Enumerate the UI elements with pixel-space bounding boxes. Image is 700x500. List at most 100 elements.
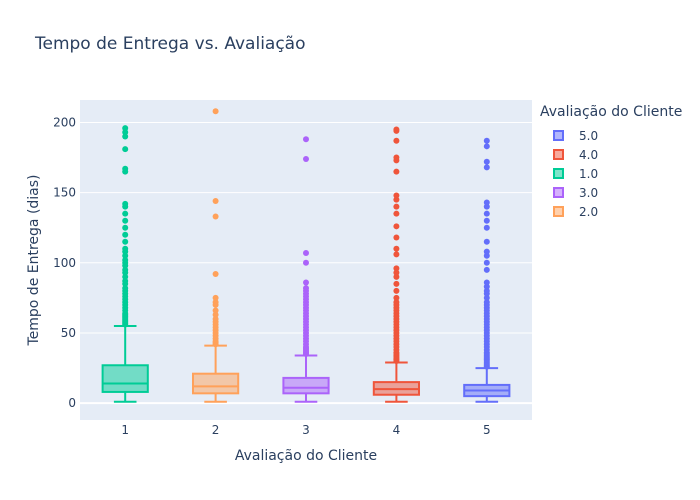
outlier-point [483, 266, 490, 273]
outlier-point [122, 200, 129, 207]
legend-item[interactable]: 3.0 [540, 183, 682, 202]
outlier-point [393, 299, 400, 306]
legend-swatch [553, 149, 564, 160]
outlier-point [393, 287, 400, 294]
legend-item[interactable]: 1.0 [540, 164, 682, 183]
outlier-point [393, 210, 400, 217]
outlier-point [122, 133, 129, 140]
legend-item[interactable]: 5.0 [540, 126, 682, 145]
box-series-5 [463, 137, 511, 403]
outlier-point [393, 280, 400, 287]
outlier-point [483, 248, 490, 255]
x-tick-label: 5 [483, 423, 491, 437]
outlier-point [393, 203, 400, 210]
outlier-point [212, 213, 219, 220]
outlier-point [122, 217, 129, 224]
y-tick-label: 50 [61, 326, 76, 340]
legend-swatch [553, 168, 564, 179]
outlier-point [122, 125, 129, 132]
outlier-point [393, 168, 400, 175]
y-tick-label: 150 [53, 186, 76, 200]
legend-item[interactable]: 2.0 [540, 202, 682, 221]
outlier-point [303, 279, 309, 286]
outlier-point [122, 231, 129, 238]
x-tick-label: 3 [302, 423, 310, 437]
box-layer [101, 108, 511, 403]
legend-label: 5.0 [579, 128, 599, 143]
outlier-point [483, 143, 490, 150]
outlier-point [212, 271, 219, 278]
box-series-4 [372, 126, 420, 403]
outlier-point [393, 223, 400, 230]
outlier-point [483, 199, 490, 206]
outlier-point [303, 136, 309, 143]
outlier-point [122, 273, 129, 280]
outlier-point [122, 266, 129, 273]
legend-label: 3.0 [579, 185, 599, 200]
outlier-point [393, 245, 400, 252]
outlier-point [393, 192, 400, 199]
legend-item[interactable]: 4.0 [540, 145, 682, 164]
outlier-point [483, 294, 490, 301]
legend: Avaliação do Cliente 5.0 4.0 1.0 3.0 2.0 [540, 104, 682, 221]
outlier-point [303, 155, 309, 162]
outlier-point [393, 126, 400, 133]
legend-label: 2.0 [579, 204, 599, 219]
outlier-point [483, 299, 490, 306]
box-iqr [282, 376, 330, 395]
outlier-point [212, 294, 219, 301]
outlier-point [483, 210, 490, 217]
outlier-point [212, 108, 219, 115]
outlier-point [122, 252, 129, 259]
outlier-point [483, 238, 490, 245]
y-axis-title: Tempo de Entrega (dias) [26, 174, 42, 346]
outlier-point [122, 245, 129, 252]
x-tick-label: 2 [212, 423, 220, 437]
outlier-point [483, 224, 490, 231]
legend-swatch [553, 187, 564, 198]
tick-layer: 0 50 100 150 200 1 2 3 4 5 [53, 115, 491, 437]
box-series-2 [192, 108, 240, 403]
legend-swatch [553, 206, 564, 217]
outlier-point [393, 196, 400, 203]
legend-label: 4.0 [579, 147, 599, 162]
outlier-point [122, 238, 129, 245]
legend-items: 5.0 4.0 1.0 3.0 2.0 [540, 126, 682, 221]
box-iqr [192, 372, 240, 395]
outlier-point [483, 252, 490, 259]
outlier-point [483, 164, 490, 171]
x-tick-label: 1 [121, 423, 129, 437]
outlier-point [212, 299, 219, 306]
outlier-point [393, 269, 400, 276]
outlier-point [122, 278, 129, 285]
y-tick-label: 100 [53, 256, 76, 270]
outlier-point [303, 259, 309, 266]
outlier-point [483, 279, 490, 286]
outlier-point [122, 210, 129, 217]
outlier-point [483, 217, 490, 224]
outlier-point [483, 287, 490, 294]
outlier-point [122, 257, 129, 263]
box-series-3 [282, 136, 330, 403]
outlier-point [393, 234, 400, 241]
outlier-point [122, 146, 129, 153]
outlier-point [483, 259, 490, 266]
outlier-point [393, 294, 400, 301]
outlier-point [483, 283, 490, 290]
outlier-point [393, 137, 400, 144]
outlier-point [303, 285, 309, 292]
outlier-point [393, 265, 400, 272]
outlier-point [393, 251, 400, 258]
box-iqr [101, 364, 149, 393]
outlier-point [122, 285, 129, 292]
outlier-point [483, 158, 490, 165]
outlier-point [483, 203, 490, 210]
x-axis-title: Avaliação do Cliente [235, 448, 377, 464]
box-series-1 [101, 125, 149, 403]
outlier-point [393, 273, 400, 280]
outlier-point [212, 307, 219, 314]
outlier-point [122, 165, 129, 172]
outlier-point [122, 224, 129, 231]
chart-title: Tempo de Entrega vs. Avaliação [35, 34, 306, 54]
